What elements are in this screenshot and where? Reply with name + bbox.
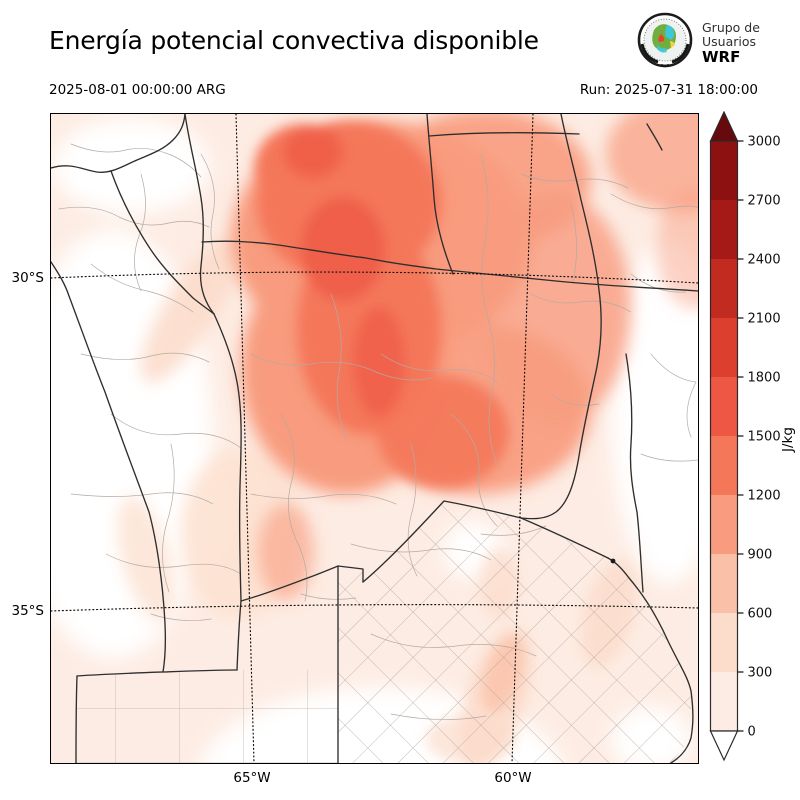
logo-text-wrf: WRF: [702, 47, 741, 66]
valid-time-label: 2025-08-01 00:00:00 ARG: [49, 82, 226, 98]
svg-text:900: 900: [748, 548, 773, 563]
lon-tick-65w: 65°W: [233, 770, 271, 786]
wrf-logo-emblem-icon: [634, 10, 696, 76]
logo-text-line2: Usuarios: [702, 33, 757, 49]
graticule: [51, 114, 698, 763]
colorbar-unit-label: J/kg: [780, 427, 796, 452]
svg-text:1500: 1500: [748, 430, 781, 445]
map-canvas: [51, 114, 698, 763]
svg-text:2700: 2700: [748, 194, 781, 209]
svg-text:300: 300: [748, 666, 773, 681]
svg-text:600: 600: [748, 607, 773, 622]
lon-tick-60w: 60°W: [494, 770, 532, 786]
colorbar-cells: [709, 111, 739, 762]
lat-tick-30s: 30°S: [11, 270, 45, 286]
logo-text-line1: Grupo de: [702, 19, 760, 35]
svg-text:2100: 2100: [748, 312, 781, 327]
page-title: Energía potencial convectiva disponible: [49, 26, 539, 55]
run-time-label: Run: 2025-07-31 18:00:00: [579, 82, 758, 98]
map-panel: [50, 113, 699, 764]
lat-tick-35s: 35°S: [11, 603, 45, 619]
svg-text:0: 0: [748, 725, 756, 740]
province-boundaries: [51, 114, 698, 763]
svg-text:1800: 1800: [748, 371, 781, 386]
department-boundaries: [58, 143, 698, 763]
svg-text:2400: 2400: [748, 253, 781, 268]
svg-text:1200: 1200: [748, 489, 781, 504]
wrf-users-group-logo: Grupo de Usuarios WRF: [634, 10, 760, 76]
svg-text:3000: 3000: [748, 135, 781, 150]
